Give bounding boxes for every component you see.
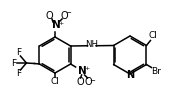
Text: N: N [126, 70, 134, 80]
Text: N: N [78, 66, 87, 76]
Text: F: F [11, 59, 16, 68]
Text: NH: NH [86, 40, 99, 49]
Text: Br: Br [151, 67, 161, 76]
Text: +: + [85, 66, 90, 71]
Text: O: O [45, 11, 53, 21]
Text: +: + [58, 21, 63, 25]
Text: −: − [66, 10, 71, 16]
Text: Cl: Cl [50, 77, 59, 86]
Text: Cl: Cl [148, 31, 157, 40]
Text: O: O [85, 77, 92, 87]
Text: O: O [60, 11, 68, 21]
Text: O: O [77, 77, 84, 87]
Text: −: − [90, 78, 96, 84]
Text: F: F [16, 48, 21, 56]
Text: F: F [16, 70, 21, 79]
Text: N: N [52, 20, 60, 30]
